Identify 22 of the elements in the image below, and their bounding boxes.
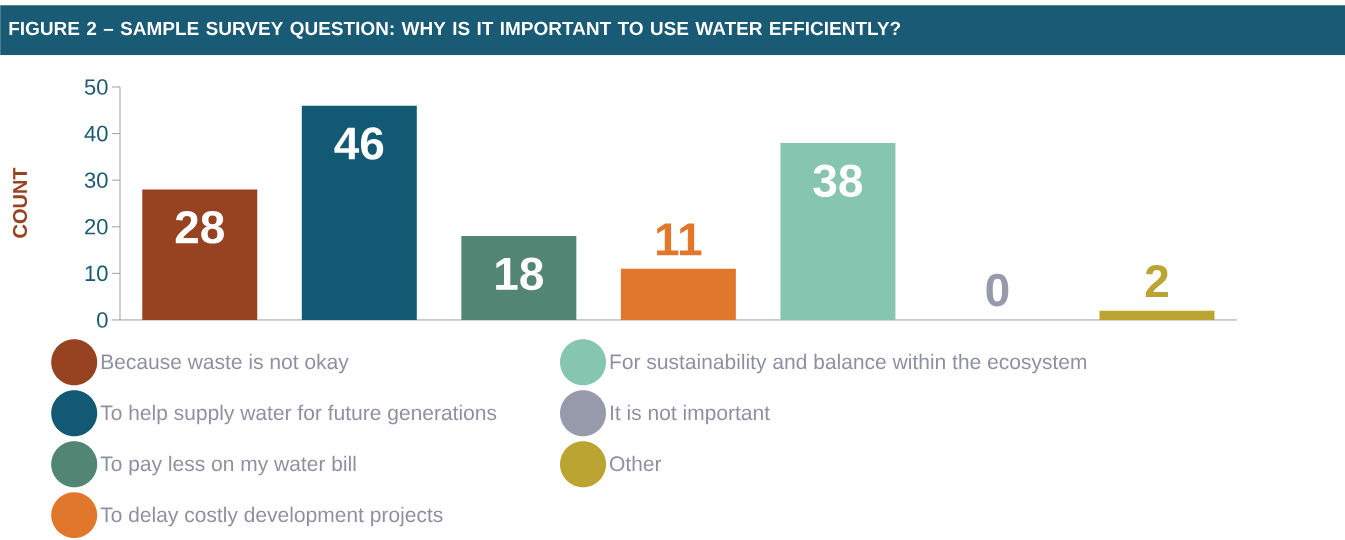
data-label: 0 <box>986 273 1009 307</box>
legend-label: For sustainability and balance within the ecosystem <box>610 353 1087 374</box>
data-label: 2 <box>1145 264 1168 298</box>
legend-label: Because waste is not okay <box>101 353 349 374</box>
legend-label: To delay costly development projects <box>100 506 443 527</box>
chart-title: FIGURE 2 – SAMPLE SURVEY QUESTION: WHY IS IT IMPORTANT TO USE WATER EFFICIENTLY? <box>9 21 901 39</box>
y-axis-title: COUNT <box>12 167 28 238</box>
data-label: 28 <box>175 210 224 244</box>
y-tick-label: 40 <box>84 125 108 142</box>
legend-label: It is not important <box>610 404 770 425</box>
data-label: 11 <box>656 223 702 256</box>
data-label: 38 <box>813 164 863 198</box>
legend-label: To pay less on my water bill <box>100 455 356 476</box>
data-label: 18 <box>496 257 543 291</box>
legend-label: To help supply water for future generations <box>100 404 497 425</box>
y-tick-label: 50 <box>84 79 108 95</box>
data-label: 46 <box>334 127 384 160</box>
y-tick-label: 30 <box>84 172 108 188</box>
y-tick-label: 20 <box>85 218 108 235</box>
y-tick-label: 10 <box>85 265 108 282</box>
y-tick-label: 0 <box>97 312 108 328</box>
legend-label: Other <box>610 455 662 472</box>
